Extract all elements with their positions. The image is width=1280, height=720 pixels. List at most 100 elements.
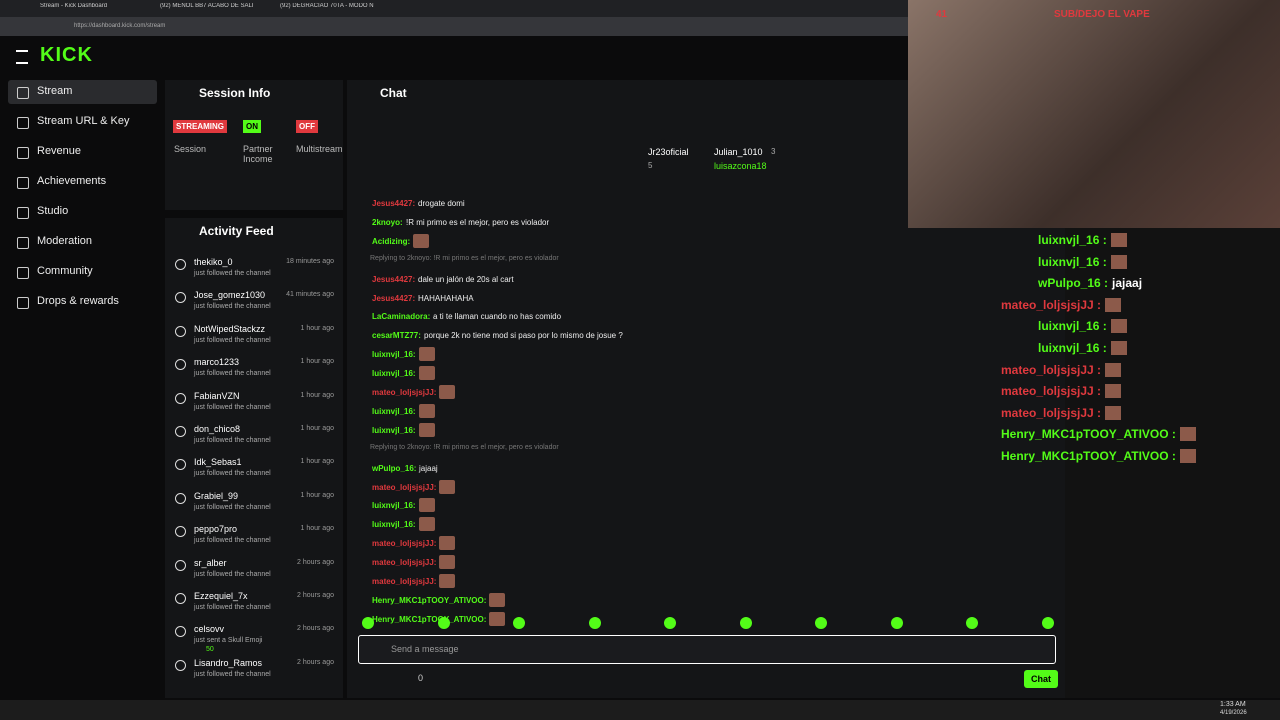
follower-name[interactable]: FabianVZN	[194, 390, 240, 401]
follower-name[interactable]: Lisandro_Ramos	[194, 657, 263, 668]
chat-user[interactable]: Henry_MKC1pTOOY_ATIVOO:	[372, 595, 487, 605]
heart-icon	[175, 593, 186, 604]
follower-name[interactable]: sr_alber	[194, 557, 227, 568]
chat-user[interactable]: mateo_loljsjsjJJ:	[372, 539, 437, 549]
overlay-user: Henry_MKC1pTOOY_ATIVOO :	[1001, 427, 1176, 442]
emote	[439, 555, 455, 570]
nav-icon	[17, 237, 29, 249]
chat-user[interactable]: luixnvjl_16:	[372, 350, 416, 360]
badge: OFF	[296, 120, 318, 133]
menu-icon[interactable]	[16, 50, 28, 64]
activity-time: 1 hour ago	[300, 358, 334, 366]
nav-item[interactable]: Studio	[37, 205, 69, 217]
emote	[1111, 254, 1127, 269]
activity-action: just followed the channel	[194, 670, 271, 678]
nav-item[interactable]: Revenue	[37, 145, 82, 157]
chat-user[interactable]: Jesus4427:	[372, 274, 416, 284]
pinned-user[interactable]: Jr23oficial	[648, 147, 689, 157]
send-button[interactable]: Chat	[1024, 670, 1058, 688]
emote-button[interactable]	[664, 617, 676, 629]
overlay-user: mateo_loljsjsjJJ :	[1001, 405, 1102, 420]
activity-time: 1 hour ago	[300, 425, 334, 432]
chat-user[interactable]: Jesus4427:	[372, 199, 416, 208]
nav-icon	[17, 207, 29, 219]
logo[interactable]: KICK	[40, 44, 93, 66]
chat-text: jajaaj	[419, 463, 438, 473]
follower-name[interactable]: Grabiel_99	[194, 490, 239, 501]
emote	[439, 385, 455, 399]
emote-button[interactable]	[739, 617, 752, 629]
chat-user[interactable]: wPulpo_16:	[372, 463, 417, 473]
emote	[1111, 319, 1127, 334]
nav-item[interactable]: Drops & rewards	[37, 295, 119, 307]
chat-user[interactable]: luixnvjl_16:	[372, 425, 416, 435]
chat-user[interactable]: luixnvjl_16:	[372, 369, 416, 379]
pinned-count: 3	[771, 147, 776, 156]
chat-user[interactable]: Henry_MKC1pTOOY_ATIVOO:	[372, 614, 487, 624]
emote	[489, 611, 505, 626]
emote-button[interactable]	[437, 617, 450, 629]
browser-tab[interactable]: (92) DEGRACIAO 70TA - MODO N	[280, 3, 374, 9]
overlay-user: mateo_loljsjsjJJ :	[1001, 362, 1102, 377]
badge: STREAMING	[173, 120, 227, 133]
chat-user[interactable]: luixnvjl_16:	[372, 520, 416, 530]
follower-name[interactable]: marco1233	[194, 357, 240, 368]
follower-name[interactable]: Ezzequiel_7x	[194, 591, 248, 601]
pinned-user[interactable]: luisazcona18	[714, 161, 767, 171]
follower-name[interactable]: celsovv	[194, 624, 225, 635]
badge-caption: Multistream	[296, 144, 343, 154]
emote	[1111, 233, 1127, 247]
chat-user[interactable]: LaCaminadora:	[372, 312, 431, 322]
chat-text: dale un jalón de 20s al cart	[418, 274, 514, 284]
banner: SUB/DEJO EL VAPE	[1054, 9, 1150, 20]
url[interactable]: https://dashboard.kick.com/stream	[74, 23, 166, 29]
chat-user[interactable]: cesarMTZ77:	[372, 331, 421, 341]
activity-time: 1 hour ago	[300, 324, 334, 332]
panel-title: Chat	[380, 86, 407, 100]
panel-title: Activity Feed	[199, 224, 274, 238]
emote	[1180, 427, 1196, 442]
follower-name[interactable]: Idk_Sebas1	[194, 457, 242, 468]
chat-user[interactable]: Acidizing:	[372, 236, 411, 246]
chat-user[interactable]: mateo_loljsjsjJJ:	[372, 388, 437, 397]
chat-user[interactable]: mateo_loljsjsjJJ:	[372, 558, 437, 568]
activity-time: 1 hour ago	[300, 391, 334, 399]
browser-tab[interactable]: Stream - Kick Dashboard	[40, 3, 108, 9]
browser-tab[interactable]: (92) MENOL BB7 ACABO DE SALI	[160, 3, 254, 9]
chat-user[interactable]: luixnvjl_16:	[372, 501, 416, 511]
chat-user[interactable]: luixnvjl_16:	[372, 406, 416, 416]
emote	[439, 536, 455, 551]
emote-button[interactable]	[1041, 617, 1054, 629]
nav-item[interactable]: Moderation	[37, 235, 93, 247]
follower-name[interactable]: NotWipedStackzz	[194, 323, 266, 334]
emote-button[interactable]	[890, 617, 903, 629]
follower-name[interactable]: Jose_gomez1030	[194, 290, 266, 301]
chat-user[interactable]: 2knoyo:	[372, 217, 403, 227]
emote-button[interactable]	[362, 617, 374, 629]
activity-action: just followed the channel	[194, 303, 271, 311]
emote	[1105, 384, 1121, 399]
follower-name[interactable]: thekiko_0	[194, 257, 233, 267]
follower-name[interactable]: peppo7pro	[194, 524, 238, 535]
emote-button[interactable]	[513, 617, 525, 629]
chat-text: drogate domi	[418, 199, 465, 208]
nav-item[interactable]: Community	[37, 265, 93, 277]
pinned-user[interactable]: Julian_1010	[714, 147, 763, 157]
emote-button[interactable]	[966, 617, 978, 629]
emote-button[interactable]	[588, 617, 601, 629]
activity-action: just followed the channel	[194, 370, 271, 378]
overlay-user: mateo_loljsjsjJJ :	[1001, 384, 1102, 399]
chat-user[interactable]: Jesus4427:	[372, 293, 416, 303]
chat-user[interactable]: mateo_loljsjsjJJ:	[372, 482, 437, 492]
emote-button[interactable]	[815, 617, 827, 629]
heart-icon	[175, 259, 186, 270]
nav-item[interactable]: Stream URL & Key	[37, 115, 130, 127]
nav-item[interactable]: Stream	[37, 85, 73, 97]
nav-item[interactable]: Achievements	[37, 175, 107, 187]
heart-icon	[175, 626, 186, 638]
chat-user[interactable]: mateo_loljsjsjJJ:	[372, 577, 437, 586]
chat-input[interactable]	[358, 635, 1056, 664]
follower-name[interactable]: don_chico8	[194, 424, 241, 434]
emote	[419, 498, 435, 513]
